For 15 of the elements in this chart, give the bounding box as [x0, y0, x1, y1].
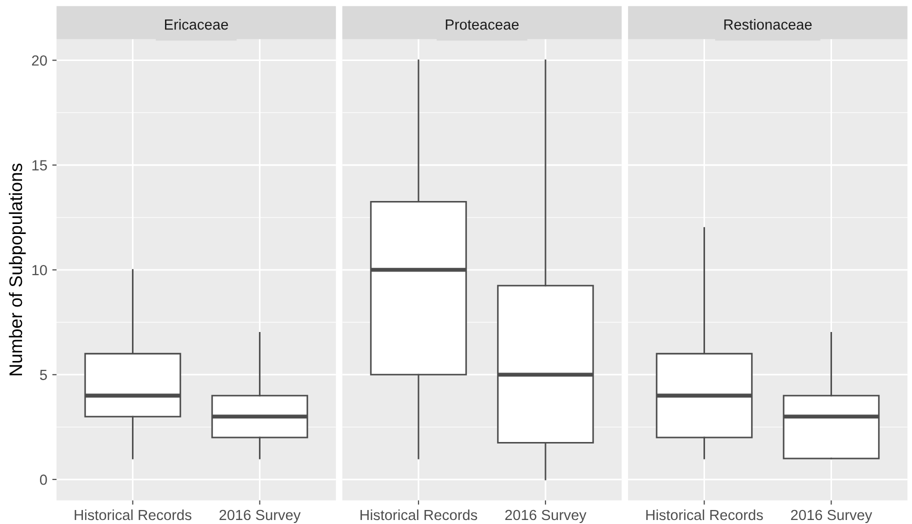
y-tick-label: 5: [40, 370, 47, 380]
x-tick-label: 2016 Survey: [220, 510, 301, 524]
chart-title: Proteaceae: [446, 20, 519, 30]
y-tick-label: 10: [32, 264, 47, 276]
y-axis-title: Number of Subpopulations: [8, 164, 26, 376]
x-tick-label: 2016 Survey: [791, 510, 872, 524]
y-tick-label: 20: [32, 55, 47, 66]
y-tick-label: 0: [40, 474, 47, 485]
chart-title: Ericaceae: [165, 19, 228, 30]
x-tick-label: Historical Records: [74, 509, 192, 520]
x-tick-label: 2016 Survey: [505, 510, 586, 524]
chart-title: Restionaceae: [724, 19, 812, 30]
y-tick-label: 15: [32, 160, 47, 170]
x-tick-label: Historical Records: [360, 509, 478, 520]
x-tick-label: Historical Records: [646, 509, 763, 520]
